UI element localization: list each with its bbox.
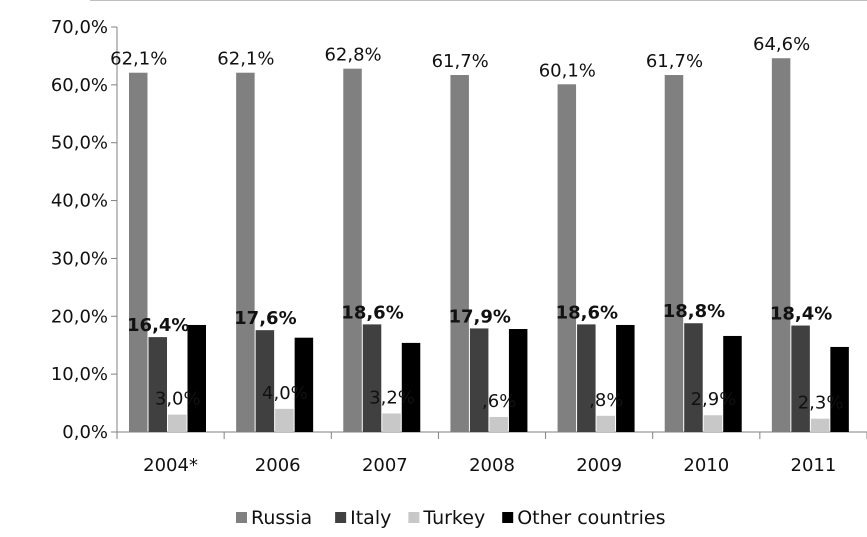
data-label-turkey: 2,9% bbox=[691, 389, 737, 410]
bar-italy bbox=[255, 330, 275, 432]
bars bbox=[129, 58, 849, 433]
bar-russia bbox=[236, 72, 255, 432]
data-label-turkey: 3,2% bbox=[369, 387, 415, 408]
bar-russia bbox=[450, 75, 469, 433]
bar-turkey bbox=[275, 408, 294, 432]
legend-label-turkey: Turkey bbox=[422, 507, 485, 529]
bar-russia bbox=[557, 84, 577, 433]
x-tick-label: 2006 bbox=[255, 455, 301, 476]
x-tick-label: 2008 bbox=[469, 455, 515, 476]
bar-other-countries bbox=[508, 329, 528, 432]
bar-other-countries bbox=[401, 342, 421, 432]
x-tick-label: 2007 bbox=[362, 455, 408, 476]
bar-italy bbox=[362, 324, 382, 432]
legend-label-italy: Italy bbox=[350, 507, 391, 529]
y-tick-label: 30,0% bbox=[51, 248, 108, 269]
bar-italy bbox=[148, 337, 167, 432]
x-tick-label: 2004* bbox=[143, 455, 198, 476]
legend-swatch-russia bbox=[236, 512, 247, 523]
data-label-italy: 17,9% bbox=[448, 306, 510, 327]
y-tick-label: 60,0% bbox=[51, 75, 108, 96]
y-tick-label: 10,0% bbox=[51, 364, 108, 385]
x-tick-label: 2011 bbox=[791, 455, 837, 476]
data-label-italy: 18,8% bbox=[663, 301, 725, 322]
x-tick-label: 2009 bbox=[576, 455, 622, 476]
data-label-italy: 18,6% bbox=[341, 302, 403, 323]
data-label-turkey: 2,3% bbox=[798, 393, 844, 414]
bar-turkey bbox=[168, 414, 187, 432]
x-tick-label: 2010 bbox=[683, 455, 729, 476]
data-label-italy: 16,4% bbox=[127, 315, 189, 336]
bar-other-countries bbox=[187, 324, 206, 432]
bar-turkey bbox=[489, 416, 508, 432]
data-label-turkey: 4,0% bbox=[262, 383, 308, 404]
legend-swatch-italy bbox=[335, 512, 347, 523]
y-tick-label: 20,0% bbox=[51, 306, 108, 327]
bar-russia bbox=[664, 75, 684, 433]
data-label-russia: 61,7% bbox=[432, 51, 489, 72]
x-axis: 2004* 2006 2007 2008 2009 2010 2011 bbox=[116, 431, 867, 476]
bar-turkey bbox=[596, 415, 616, 432]
data-label-turkey: ,8% bbox=[589, 390, 623, 411]
bar-turkey bbox=[810, 418, 830, 432]
bar-other-countries bbox=[616, 324, 635, 432]
data-label-russia: 62,1% bbox=[110, 49, 167, 70]
bar-turkey bbox=[382, 413, 401, 432]
legend-swatch-other-countries bbox=[502, 512, 514, 523]
data-labels: 62,1% 16,4% 3,0% 62,1% 17,6% 4,0% 62,8% 18,6% 3,… bbox=[110, 34, 843, 413]
data-label-italy: 18,4% bbox=[770, 304, 832, 325]
data-label-russia: 60,1% bbox=[539, 60, 596, 81]
bar-italy bbox=[577, 324, 596, 432]
y-tick-label: 0,0% bbox=[62, 422, 108, 443]
data-label-italy: 17,6% bbox=[234, 308, 296, 329]
legend-label-russia: Russia bbox=[251, 507, 312, 529]
data-label-russia: 62,8% bbox=[324, 45, 381, 66]
data-label-turkey: 3,0% bbox=[155, 389, 201, 410]
bar-russia bbox=[129, 72, 148, 432]
data-label-russia: 61,7% bbox=[646, 51, 703, 72]
bar-italy bbox=[791, 325, 810, 432]
bar-russia bbox=[343, 68, 362, 433]
data-label-italy: 18,6% bbox=[556, 302, 618, 323]
y-tick-label: 50,0% bbox=[51, 133, 108, 154]
bar-turkey bbox=[703, 415, 723, 432]
legend-label-other-countries: Other countries bbox=[517, 507, 665, 529]
bar-other-countries bbox=[294, 337, 314, 432]
bar-italy bbox=[469, 328, 489, 432]
data-label-turkey: ,6% bbox=[482, 391, 516, 412]
y-tick-label: 40,0% bbox=[51, 191, 108, 212]
data-label-russia: 64,6% bbox=[753, 34, 810, 55]
legend: Russia Italy Turkey Other countries bbox=[236, 507, 665, 529]
y-tick-label: 70,0% bbox=[51, 17, 108, 38]
y-axis: 0,0% 10,0% 20,0% 30,0% 40,0% 50,0% 60,0% 70,0% bbox=[51, 17, 118, 443]
legend-swatch-turkey bbox=[408, 512, 420, 523]
bar-russia bbox=[771, 58, 791, 432]
data-label-russia: 62,1% bbox=[217, 49, 274, 70]
bar-italy bbox=[684, 323, 703, 432]
bar-other-countries bbox=[830, 346, 849, 432]
bar-other-countries bbox=[723, 335, 742, 432]
